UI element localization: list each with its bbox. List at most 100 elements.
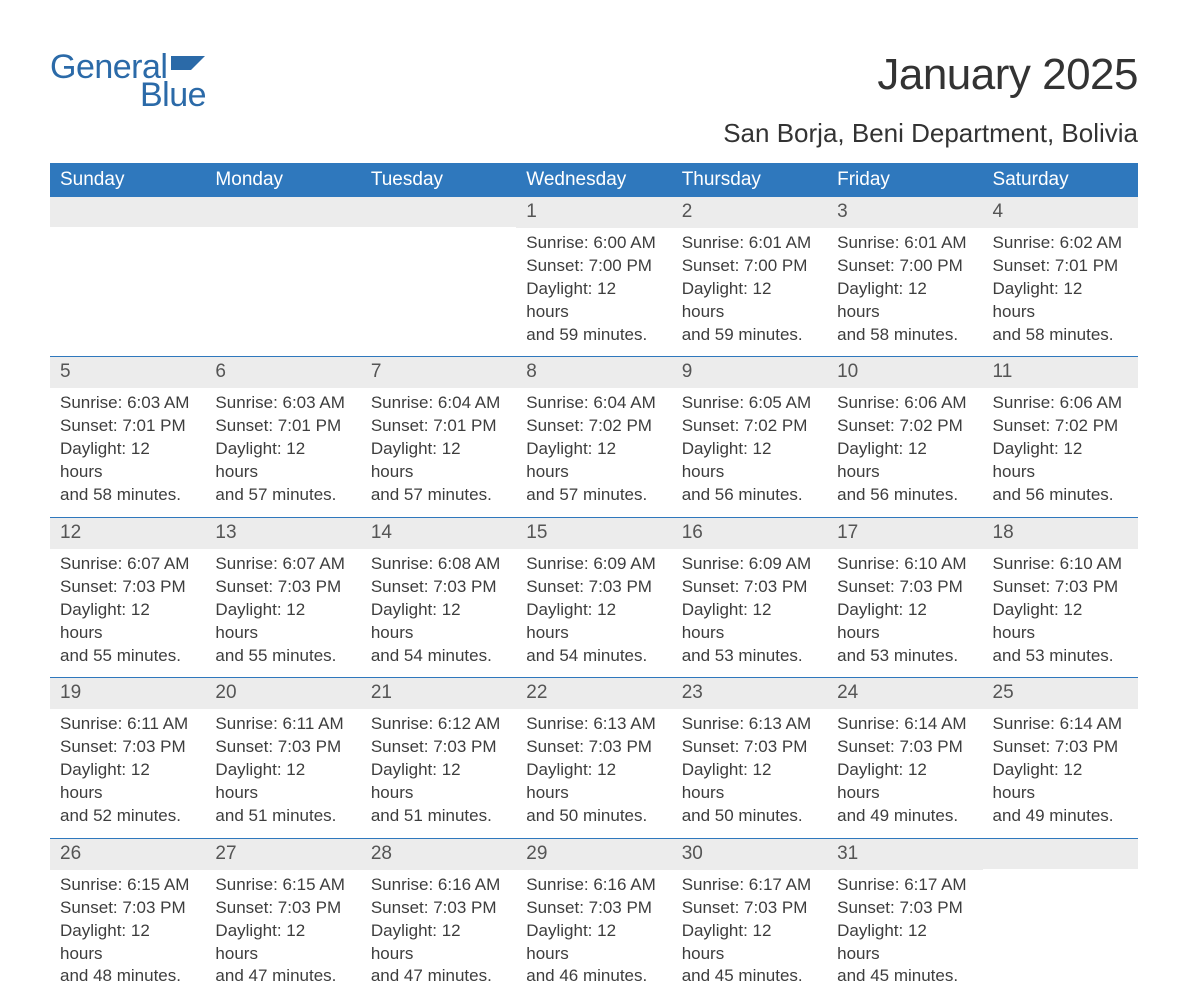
- day-details: Sunrise: 6:11 AMSunset: 7:03 PMDaylight:…: [205, 709, 360, 838]
- calendar-day-cell: 12Sunrise: 6:07 AMSunset: 7:03 PMDayligh…: [50, 518, 205, 678]
- day-details: Sunrise: 6:08 AMSunset: 7:03 PMDaylight:…: [361, 549, 516, 678]
- day-details: Sunrise: 6:16 AMSunset: 7:03 PMDaylight:…: [516, 870, 671, 998]
- daylight-line-1: Daylight: 12 hours: [60, 920, 195, 966]
- day-number: 13: [205, 518, 360, 549]
- sunrise-line: Sunrise: 6:04 AM: [526, 392, 661, 415]
- sunrise-line: Sunrise: 6:16 AM: [526, 874, 661, 897]
- daylight-line-1: Daylight: 12 hours: [215, 438, 350, 484]
- day-details: Sunrise: 6:06 AMSunset: 7:02 PMDaylight:…: [827, 388, 982, 517]
- calendar-day-cell: 10Sunrise: 6:06 AMSunset: 7:02 PMDayligh…: [827, 357, 982, 517]
- daylight-line-2: and 47 minutes.: [371, 965, 506, 988]
- sunset-line: Sunset: 7:03 PM: [371, 736, 506, 759]
- sunrise-line: Sunrise: 6:06 AM: [993, 392, 1128, 415]
- day-number: 19: [50, 678, 205, 709]
- calendar-page: General Blue January 2025 San Borja, Ben…: [0, 0, 1188, 918]
- daylight-line-2: and 51 minutes.: [371, 805, 506, 828]
- weekday-header: Friday: [827, 163, 982, 197]
- sunrise-line: Sunrise: 6:15 AM: [60, 874, 195, 897]
- sunrise-line: Sunrise: 6:07 AM: [215, 553, 350, 576]
- sunset-line: Sunset: 7:03 PM: [526, 736, 661, 759]
- calendar-day-cell: 20Sunrise: 6:11 AMSunset: 7:03 PMDayligh…: [205, 678, 360, 838]
- day-number: 26: [50, 839, 205, 870]
- day-number: 27: [205, 839, 360, 870]
- calendar-day-cell: [50, 197, 205, 357]
- sunset-line: Sunset: 7:01 PM: [371, 415, 506, 438]
- day-details: Sunrise: 6:07 AMSunset: 7:03 PMDaylight:…: [50, 549, 205, 678]
- logo-text-blue: Blue: [140, 78, 206, 112]
- calendar-day-cell: 3Sunrise: 6:01 AMSunset: 7:00 PMDaylight…: [827, 197, 982, 357]
- calendar-week-row: 5Sunrise: 6:03 AMSunset: 7:01 PMDaylight…: [50, 357, 1138, 517]
- day-details: Sunrise: 6:09 AMSunset: 7:03 PMDaylight:…: [516, 549, 671, 678]
- calendar-day-cell: 23Sunrise: 6:13 AMSunset: 7:03 PMDayligh…: [672, 678, 827, 838]
- sunset-line: Sunset: 7:00 PM: [526, 255, 661, 278]
- day-details: Sunrise: 6:03 AMSunset: 7:01 PMDaylight:…: [205, 388, 360, 517]
- sunset-line: Sunset: 7:02 PM: [682, 415, 817, 438]
- calendar-day-cell: 18Sunrise: 6:10 AMSunset: 7:03 PMDayligh…: [983, 518, 1138, 678]
- calendar-week-row: 19Sunrise: 6:11 AMSunset: 7:03 PMDayligh…: [50, 678, 1138, 838]
- location-subtitle: San Borja, Beni Department, Bolivia: [723, 118, 1138, 149]
- daylight-line-1: Daylight: 12 hours: [371, 759, 506, 805]
- sunrise-line: Sunrise: 6:03 AM: [60, 392, 195, 415]
- day-number: 8: [516, 357, 671, 388]
- daylight-line-2: and 59 minutes.: [526, 324, 661, 347]
- daylight-line-2: and 47 minutes.: [215, 965, 350, 988]
- calendar-day-cell: 21Sunrise: 6:12 AMSunset: 7:03 PMDayligh…: [361, 678, 516, 838]
- sunrise-line: Sunrise: 6:10 AM: [993, 553, 1128, 576]
- day-details: Sunrise: 6:12 AMSunset: 7:03 PMDaylight:…: [361, 709, 516, 838]
- sunset-line: Sunset: 7:03 PM: [215, 736, 350, 759]
- sunset-line: Sunset: 7:03 PM: [371, 897, 506, 920]
- daylight-line-2: and 58 minutes.: [60, 484, 195, 507]
- sunset-line: Sunset: 7:03 PM: [60, 576, 195, 599]
- calendar-day-cell: 24Sunrise: 6:14 AMSunset: 7:03 PMDayligh…: [827, 678, 982, 838]
- calendar-day-cell: 2Sunrise: 6:01 AMSunset: 7:00 PMDaylight…: [672, 197, 827, 357]
- sunrise-line: Sunrise: 6:05 AM: [682, 392, 817, 415]
- logo: General Blue: [50, 50, 206, 112]
- sunrise-line: Sunrise: 6:13 AM: [682, 713, 817, 736]
- daylight-line-2: and 58 minutes.: [837, 324, 972, 347]
- calendar-day-cell: 17Sunrise: 6:10 AMSunset: 7:03 PMDayligh…: [827, 518, 982, 678]
- day-details: Sunrise: 6:06 AMSunset: 7:02 PMDaylight:…: [983, 388, 1138, 517]
- daylight-line-2: and 49 minutes.: [837, 805, 972, 828]
- daylight-line-1: Daylight: 12 hours: [682, 278, 817, 324]
- header-row: General Blue January 2025 San Borja, Ben…: [50, 50, 1138, 149]
- sunset-line: Sunset: 7:03 PM: [682, 576, 817, 599]
- daylight-line-1: Daylight: 12 hours: [837, 759, 972, 805]
- calendar-day-cell: 9Sunrise: 6:05 AMSunset: 7:02 PMDaylight…: [672, 357, 827, 517]
- sunset-line: Sunset: 7:01 PM: [993, 255, 1128, 278]
- daylight-line-2: and 59 minutes.: [682, 324, 817, 347]
- sunrise-line: Sunrise: 6:01 AM: [837, 232, 972, 255]
- calendar-day-cell: 26Sunrise: 6:15 AMSunset: 7:03 PMDayligh…: [50, 839, 205, 998]
- daylight-line-1: Daylight: 12 hours: [526, 920, 661, 966]
- daylight-line-1: Daylight: 12 hours: [215, 920, 350, 966]
- calendar-day-cell: 25Sunrise: 6:14 AMSunset: 7:03 PMDayligh…: [983, 678, 1138, 838]
- day-number: 28: [361, 839, 516, 870]
- sunset-line: Sunset: 7:02 PM: [526, 415, 661, 438]
- sunset-line: Sunset: 7:03 PM: [993, 736, 1128, 759]
- calendar-day-cell: 7Sunrise: 6:04 AMSunset: 7:01 PMDaylight…: [361, 357, 516, 517]
- sunrise-line: Sunrise: 6:12 AM: [371, 713, 506, 736]
- weekday-header: Tuesday: [361, 163, 516, 197]
- sunset-line: Sunset: 7:03 PM: [371, 576, 506, 599]
- day-details: Sunrise: 6:17 AMSunset: 7:03 PMDaylight:…: [827, 870, 982, 998]
- sunrise-line: Sunrise: 6:07 AM: [60, 553, 195, 576]
- daylight-line-2: and 45 minutes.: [682, 965, 817, 988]
- day-number: 22: [516, 678, 671, 709]
- sunrise-line: Sunrise: 6:00 AM: [526, 232, 661, 255]
- sunset-line: Sunset: 7:03 PM: [60, 736, 195, 759]
- day-number: 6: [205, 357, 360, 388]
- daylight-line-1: Daylight: 12 hours: [60, 438, 195, 484]
- sunset-line: Sunset: 7:00 PM: [837, 255, 972, 278]
- calendar-day-cell: 6Sunrise: 6:03 AMSunset: 7:01 PMDaylight…: [205, 357, 360, 517]
- sunrise-line: Sunrise: 6:04 AM: [371, 392, 506, 415]
- sunset-line: Sunset: 7:03 PM: [837, 576, 972, 599]
- day-number-empty: [50, 197, 205, 227]
- sunset-line: Sunset: 7:01 PM: [60, 415, 195, 438]
- sunrise-line: Sunrise: 6:11 AM: [215, 713, 350, 736]
- sunset-line: Sunset: 7:01 PM: [215, 415, 350, 438]
- sunset-line: Sunset: 7:03 PM: [837, 897, 972, 920]
- calendar-day-cell: 8Sunrise: 6:04 AMSunset: 7:02 PMDaylight…: [516, 357, 671, 517]
- sunrise-line: Sunrise: 6:02 AM: [993, 232, 1128, 255]
- day-details: Sunrise: 6:10 AMSunset: 7:03 PMDaylight:…: [827, 549, 982, 678]
- daylight-line-1: Daylight: 12 hours: [526, 278, 661, 324]
- sunset-line: Sunset: 7:03 PM: [215, 897, 350, 920]
